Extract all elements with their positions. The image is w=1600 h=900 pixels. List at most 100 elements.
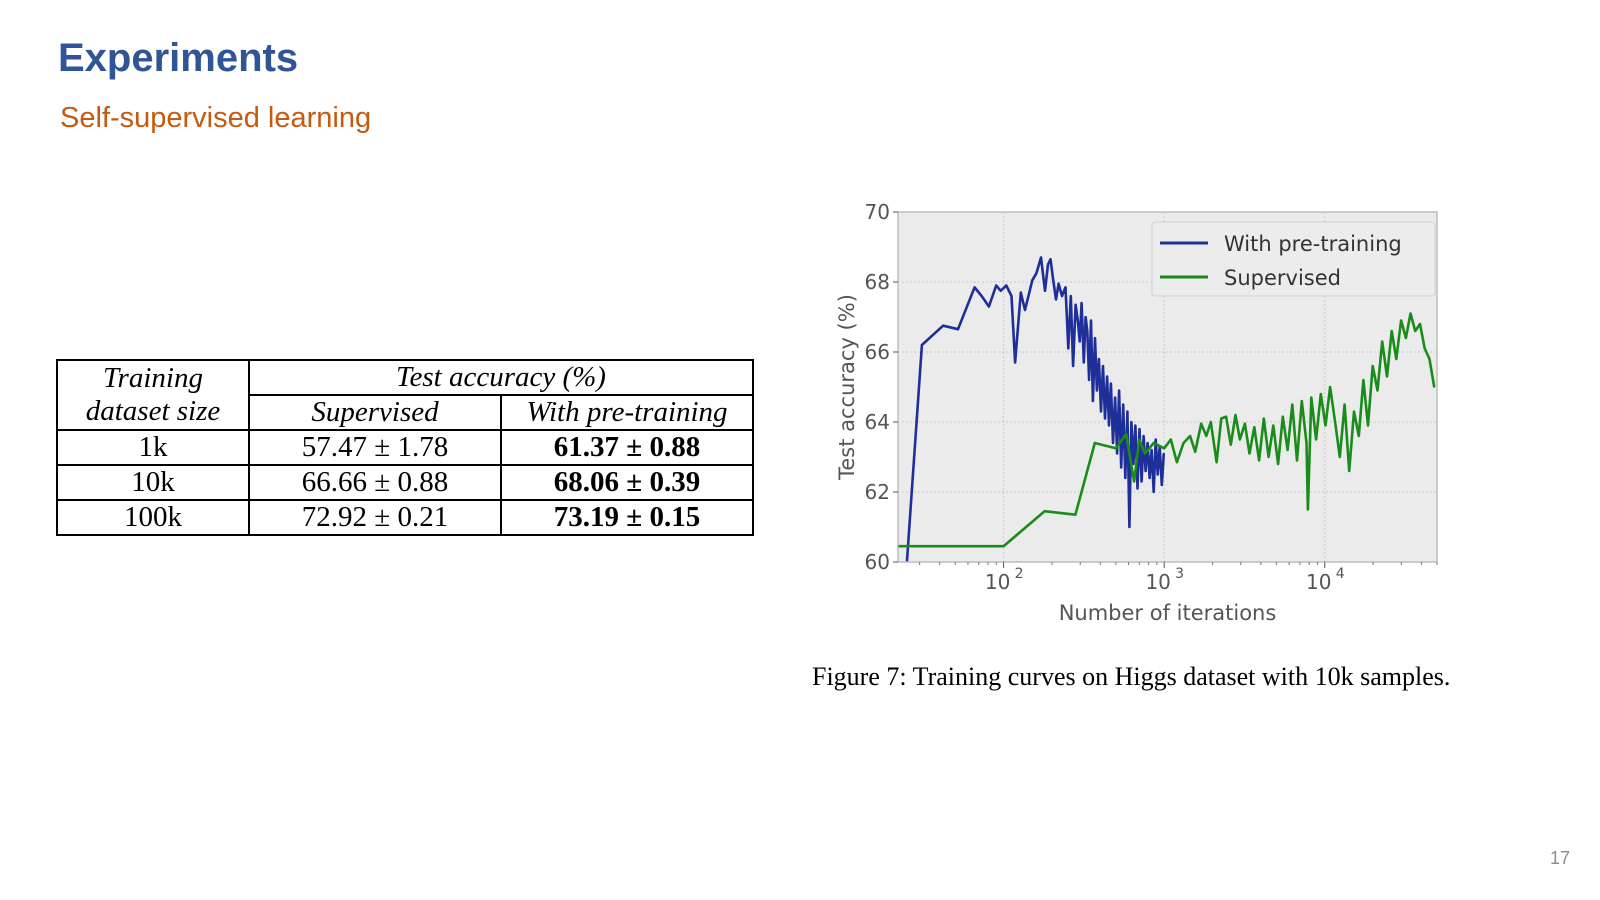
data-point — [1057, 282, 1060, 285]
data-point — [957, 328, 959, 331]
data-point — [1102, 365, 1104, 367]
header-supervised: Supervised — [248, 394, 502, 431]
slide-subtitle: Self-supervised learning — [60, 102, 372, 134]
data-point — [1090, 319, 1092, 322]
x-tick-exponent: 4 — [1336, 566, 1345, 582]
x-tick-label: 10 — [985, 570, 1010, 594]
data-point — [1093, 442, 1096, 444]
data-point — [1104, 417, 1106, 420]
data-point — [1138, 438, 1141, 441]
plot-frame — [897, 211, 1438, 563]
data-point — [1367, 424, 1369, 427]
y-tick-label: 70 — [865, 200, 890, 224]
data-point — [1428, 358, 1431, 360]
data-point — [1348, 470, 1351, 472]
cell-supervised: 72.92 ± 0.21 — [248, 499, 502, 536]
data-point — [1110, 382, 1112, 385]
data-point — [1296, 459, 1298, 462]
data-point — [1064, 286, 1067, 289]
x-tick-label: 10 — [1145, 570, 1170, 594]
data-point — [1215, 461, 1218, 464]
axes: 60 62 64 66 68 70 10 2 10 3 10 4 Number of iteration… — [835, 200, 1438, 625]
y-tick-label: 64 — [865, 410, 890, 434]
data-point — [1248, 452, 1251, 455]
data-point — [1082, 361, 1085, 364]
data-point — [1116, 452, 1118, 455]
data-point — [1010, 295, 1013, 297]
data-point — [1146, 442, 1149, 444]
data-point — [1144, 452, 1146, 455]
data-point — [1324, 424, 1327, 427]
table-row: 100k 72.92 ± 0.21 73.19 ± 0.15 — [56, 499, 754, 536]
y-tick-label: 62 — [865, 480, 890, 504]
y-tick-label: 60 — [865, 550, 890, 574]
data-point — [1138, 428, 1141, 430]
data-point — [1069, 295, 1072, 297]
data-point — [1092, 400, 1094, 402]
data-point — [1315, 438, 1317, 441]
data-point — [1381, 340, 1384, 343]
page-number: 17 — [1549, 848, 1570, 868]
data-point — [1031, 279, 1034, 282]
x-tick-exponent: 3 — [1175, 566, 1184, 582]
data-point — [1306, 508, 1309, 511]
data-point — [1175, 461, 1178, 464]
data-point — [1002, 545, 1005, 548]
data-point — [1371, 365, 1374, 367]
data-point — [1072, 365, 1075, 367]
data-point — [1106, 375, 1108, 378]
data-point — [1229, 443, 1232, 446]
data-point — [1076, 319, 1079, 322]
data-point — [1152, 491, 1155, 493]
data-point — [973, 286, 976, 289]
data-point — [1160, 484, 1163, 486]
data-point — [1220, 417, 1223, 420]
header-training-line1: Training — [103, 362, 203, 394]
data-point — [1200, 422, 1203, 425]
legend-label: With pre-training — [1224, 232, 1402, 256]
data-point — [1205, 435, 1208, 437]
data-point — [987, 305, 990, 308]
data-point — [1080, 302, 1083, 304]
y-axis-label: Test accuracy (%) — [835, 294, 859, 481]
data-point — [980, 295, 983, 297]
data-point — [1035, 272, 1038, 275]
legend-box — [1151, 221, 1436, 297]
data-point — [1014, 361, 1017, 364]
y-tick-label: 66 — [865, 340, 890, 364]
data-point — [1238, 438, 1241, 441]
data-point — [1124, 477, 1127, 479]
header-test-accuracy: Test accuracy (%) — [248, 359, 754, 396]
data-point — [1152, 442, 1155, 444]
table-row: 10k 66.66 ± 0.88 68.06 ± 0.39 — [56, 464, 754, 501]
data-point — [1094, 337, 1096, 339]
data-point — [1400, 319, 1403, 322]
data-point — [999, 289, 1002, 292]
data-point — [1040, 256, 1042, 259]
data-point — [1088, 379, 1091, 381]
data-point — [1319, 393, 1322, 395]
data-point — [1067, 347, 1070, 350]
data-point — [1061, 295, 1063, 297]
data-point — [1156, 473, 1159, 476]
data-point — [1234, 414, 1237, 416]
data-point — [995, 284, 998, 287]
data-point — [1433, 386, 1436, 388]
data-point — [1182, 442, 1185, 444]
data-point — [1357, 435, 1360, 437]
data-point — [1334, 421, 1337, 423]
data-point — [1162, 452, 1165, 455]
data-point — [1291, 403, 1294, 406]
data-point — [1097, 358, 1100, 360]
data-point — [1253, 426, 1256, 429]
data-point — [1338, 456, 1341, 458]
data-point — [1100, 410, 1102, 413]
data-point — [1419, 323, 1421, 325]
data-point — [1423, 347, 1426, 350]
data-point — [1386, 375, 1388, 378]
data-point — [1049, 258, 1052, 261]
x-axis-label: Number of iterations — [1059, 601, 1277, 625]
data-point — [1414, 330, 1417, 332]
cell-size: 1k — [56, 429, 250, 466]
data-point — [1395, 358, 1398, 360]
